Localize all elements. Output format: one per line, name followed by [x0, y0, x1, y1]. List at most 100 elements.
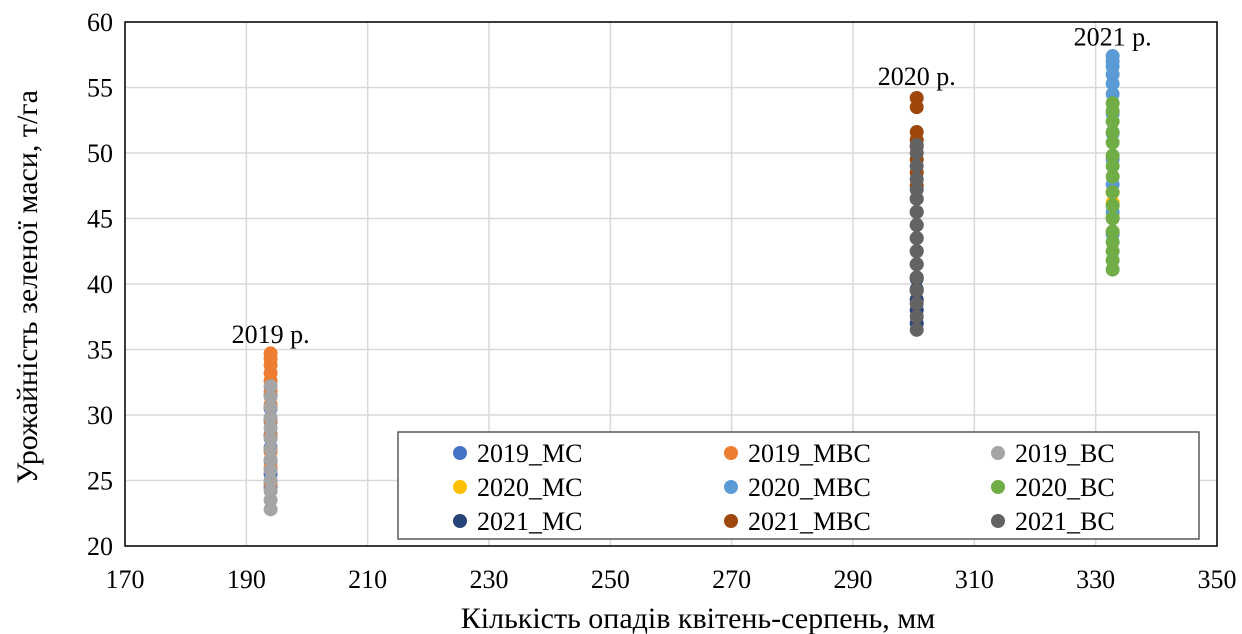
- legend-label: 2019_МВС: [748, 439, 871, 468]
- legend-item: 2019_ВС: [991, 439, 1115, 468]
- x-tick-label: 210: [348, 565, 387, 594]
- data-point: [909, 270, 924, 285]
- data-point: [909, 231, 924, 246]
- y-tick-label: 50: [87, 139, 113, 168]
- legend-marker: [724, 446, 738, 460]
- data-point: [1105, 135, 1120, 150]
- data-points: [263, 49, 1120, 517]
- data-point: [263, 389, 278, 404]
- year-annotation: 2020 р.: [878, 62, 956, 91]
- axis-ticks: 170 190 210 230 250 270 290 310 330 350 20 25 30 35 40…: [87, 8, 1237, 594]
- y-tick-label: 55: [87, 74, 113, 103]
- data-point: [1105, 169, 1120, 184]
- legend-marker: [724, 514, 738, 528]
- x-tick-label: 270: [712, 565, 751, 594]
- data-point: [909, 90, 924, 105]
- series-2020_ВС: [1105, 96, 1120, 277]
- legend-item: 2019_МВС: [724, 439, 871, 468]
- y-axis-title: Урожайність зеленої маси, т/га: [11, 90, 44, 484]
- y-tick-label: 30: [87, 401, 113, 430]
- data-point: [909, 204, 924, 219]
- legend-label: 2020_ВС: [1015, 473, 1115, 502]
- data-point: [263, 442, 278, 457]
- legend-item: 2021_МВС: [724, 507, 871, 536]
- annotations: 2019 р. 2020 р. 2021 р.: [232, 23, 1152, 349]
- legend-label: 2019_МС: [477, 439, 582, 468]
- data-point: [1105, 198, 1120, 213]
- data-point: [263, 379, 278, 394]
- x-tick-label: 230: [470, 565, 509, 594]
- x-tick-label: 310: [955, 565, 994, 594]
- data-point: [909, 182, 924, 197]
- x-tick-label: 290: [834, 565, 873, 594]
- legend-label: 2021_МС: [477, 507, 582, 536]
- x-tick-label: 170: [106, 565, 145, 594]
- legend-marker: [991, 446, 1005, 460]
- data-point: [909, 172, 924, 187]
- y-tick-label: 60: [87, 8, 113, 37]
- data-point: [909, 257, 924, 272]
- data-point: [1105, 235, 1120, 250]
- data-point: [263, 463, 278, 478]
- plot-area: [124, 21, 1218, 547]
- legend-marker: [453, 480, 467, 494]
- x-tick-label: 330: [1076, 565, 1115, 594]
- y-tick-label: 20: [87, 532, 113, 561]
- data-point: [909, 296, 924, 311]
- legend-label: 2021_МВС: [748, 507, 871, 536]
- y-tick-label: 25: [87, 467, 113, 496]
- year-annotation: 2021 р.: [1074, 23, 1152, 52]
- legend-marker: [724, 480, 738, 494]
- year-annotation: 2019 р.: [232, 320, 310, 349]
- data-point: [263, 410, 278, 425]
- data-point: [1105, 148, 1120, 163]
- x-axis-title: Кількість опадів квітень-серпень, мм: [461, 602, 935, 634]
- data-point: [1105, 159, 1120, 174]
- legend-item: 2021_ВС: [991, 507, 1115, 536]
- legend-item: 2019_МС: [453, 439, 582, 468]
- data-point: [909, 322, 924, 337]
- legend-marker: [991, 480, 1005, 494]
- legend-item: 2020_МС: [453, 473, 582, 502]
- legend-label: 2020_МС: [477, 473, 582, 502]
- series-2019_ВС: [263, 379, 278, 517]
- legend-item: 2020_ВС: [991, 473, 1115, 502]
- data-point: [909, 283, 924, 298]
- legend-box: [397, 431, 1200, 540]
- legend-marker: [453, 446, 467, 460]
- data-point: [263, 431, 278, 446]
- legend-item: 2021_МС: [453, 507, 582, 536]
- data-point: [909, 159, 924, 174]
- legend-label: 2019_ВС: [1015, 439, 1115, 468]
- legend: 2019_МС 2019_МВС 2019_ВС 2020_МС 2020_МВС 202…: [397, 431, 1200, 540]
- legend-label: 2021_ВС: [1015, 507, 1115, 536]
- y-tick-label: 40: [87, 270, 113, 299]
- data-point: [263, 421, 278, 436]
- data-point: [1105, 114, 1120, 129]
- x-tick-label: 350: [1198, 565, 1237, 594]
- data-point: [263, 483, 278, 498]
- data-point: [1105, 185, 1120, 200]
- legend-marker: [991, 514, 1005, 528]
- data-point: [1105, 125, 1120, 140]
- data-point: [263, 452, 278, 467]
- data-point: [909, 218, 924, 233]
- data-point: [1105, 211, 1120, 226]
- x-tick-label: 190: [227, 565, 266, 594]
- data-point: [1105, 96, 1120, 111]
- data-point: [909, 138, 924, 153]
- data-point: [909, 125, 924, 140]
- data-point: [909, 244, 924, 259]
- x-tick-label: 250: [591, 565, 630, 594]
- y-tick-label: 45: [87, 205, 113, 234]
- legend-item: 2020_МВС: [724, 473, 871, 502]
- data-point: [1105, 49, 1120, 64]
- legend-marker: [453, 514, 467, 528]
- legend-label: 2020_МВС: [748, 473, 871, 502]
- series-2021_ВС: [909, 138, 924, 337]
- data-point: [263, 346, 278, 361]
- data-point: [263, 400, 278, 415]
- y-tick-label: 35: [87, 336, 113, 365]
- data-point: [263, 473, 278, 488]
